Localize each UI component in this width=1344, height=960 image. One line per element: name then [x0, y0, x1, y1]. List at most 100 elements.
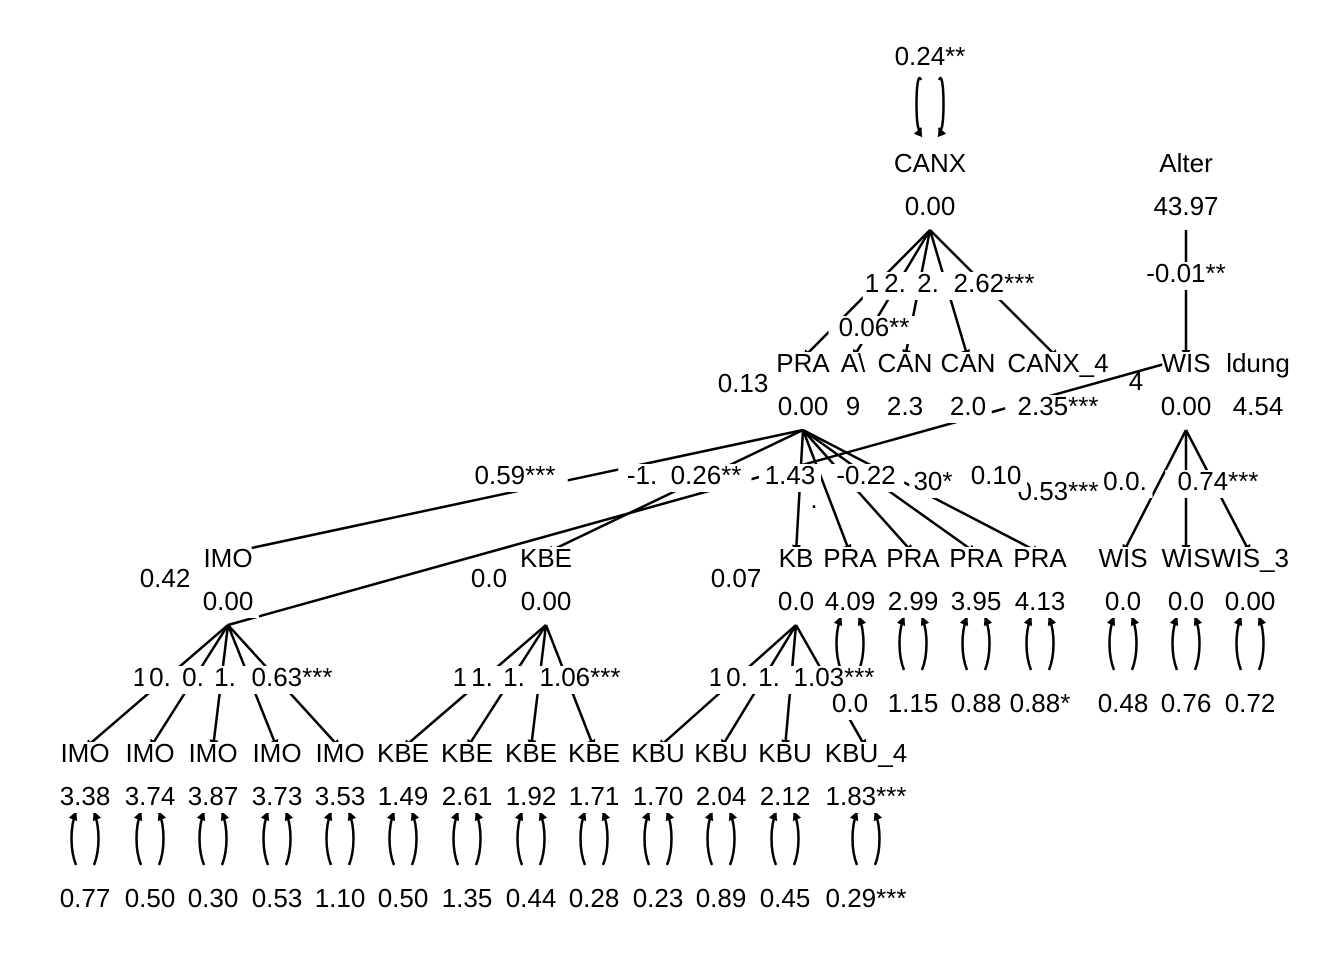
residual-loop-kbe-2-left	[450, 811, 460, 866]
edge-label-alter-to-wis: -0.01**	[1146, 258, 1226, 288]
edge-label-kbe-to-kbe-1: 1	[453, 662, 467, 692]
residual-loop-imo-3-right	[220, 811, 230, 866]
edge-label-alter-to-wis-bg	[1133, 262, 1239, 290]
node-name-alter-bg	[1147, 152, 1225, 180]
node-value-kbe-2: 2.61	[442, 781, 493, 811]
node-name-imo-2: IMO	[125, 738, 174, 768]
residual-loop-kbu-3-left	[768, 811, 778, 866]
node-name-pra: PRA	[776, 348, 830, 378]
edge-label-kbu-to-kbu-2-bg	[720, 666, 754, 694]
node-residual-imo-1-bg	[54, 887, 116, 915]
variance-loop-canx-left	[913, 76, 923, 138]
node-value-wis-2: 0.0	[1168, 586, 1204, 616]
node-residual-kbu-1: 0.23	[633, 883, 684, 913]
node-residual-imo-3: 0.30	[188, 883, 239, 913]
node-residual-pra-3-bg	[945, 692, 1007, 720]
edge-label-canx-to-canx-3-bg	[911, 272, 945, 300]
node-name-bildung: ldung	[1226, 348, 1290, 378]
node-name-imo-1: IMO	[60, 738, 109, 768]
node-name-wis-1-bg	[1099, 547, 1147, 575]
edge-label-pra-to-kbe-bg	[660, 464, 752, 492]
edge-label-canx-to-pra: 1	[865, 268, 879, 298]
node-value-imo-5-bg	[309, 785, 371, 813]
edge-label-canx-to-canx-2-bg	[878, 272, 912, 300]
node-residual-kbe-4-bg	[563, 887, 625, 915]
node-left-label-kbe: 0.0	[471, 563, 507, 593]
node-value-kbu-3: 2.12	[760, 781, 811, 811]
edge-label-imo-to-imo-5: 0.63***	[252, 662, 333, 692]
node-value-imo-bg	[197, 590, 259, 618]
node-name-kbu-3-bg	[761, 742, 809, 770]
node-value-kbu-2-bg	[690, 785, 752, 813]
node-value-imo-2-bg	[119, 785, 181, 813]
node-name-canx: CANX	[894, 148, 966, 178]
node-name-imo-2-bg	[126, 742, 174, 770]
edge-label-pra-to-pra-3-bg	[909, 470, 957, 498]
node-value-canx-1-bg	[843, 395, 863, 423]
node-name-kbu-bg	[779, 547, 813, 575]
edge-label-kbu-to-kbu-4: 1.03***	[794, 662, 875, 692]
residual-loop-kbe-3-left	[514, 811, 524, 866]
node-variance-canx: 0.24**	[895, 41, 966, 71]
node-name-kbe-4: KBE	[568, 738, 620, 768]
node-value-kbu-1-bg	[627, 785, 689, 813]
edge-label-imo-to-imo-3-bg	[176, 666, 210, 694]
node-value-kbu-3-bg	[754, 785, 816, 813]
node-value-kbe-2-bg	[436, 785, 498, 813]
edge-label-pra-to-pra-1: 1.43	[765, 460, 816, 490]
node-value-kbu-4-bg	[813, 785, 919, 813]
node-name-kbe-2-bg	[443, 742, 491, 770]
node-residual-wis-3-bg	[1219, 692, 1281, 720]
node-left-label-imo: 0.42	[140, 563, 191, 593]
residual-loop-wis-3-left	[1233, 616, 1243, 671]
edge-label-kbu-to-kbu-1: 1	[709, 662, 723, 692]
node-value-pra: 0.00	[778, 391, 829, 421]
node-residual-imo-2-bg	[119, 887, 181, 915]
node-residual-imo-2: 0.50	[125, 883, 176, 913]
edge-label-canx-to-canx-2: 2.	[884, 268, 906, 298]
node-name-imo: IMO	[203, 543, 252, 573]
node-residual-pra-4: 0.88*	[1010, 688, 1071, 718]
edge-label-wis-to-wis-3-bg	[1165, 470, 1271, 498]
node-value-pra-4-bg	[1009, 590, 1071, 618]
residual-loop-wis-1-right	[1130, 616, 1140, 671]
node-name-pra-4-bg	[1016, 547, 1064, 575]
node-name-wis-3: WIS_3	[1211, 543, 1289, 573]
node-residual-kbe-3-bg	[500, 887, 562, 915]
node-value-kbe-1-bg	[372, 785, 434, 813]
node-value-pra-3-bg	[945, 590, 1007, 618]
edge-label-imo-to-imo-4: 1.	[214, 662, 236, 692]
node-residual-kbe-1: 0.50	[378, 883, 429, 913]
edge-label-wis-to-wis-1-bg	[1119, 470, 1153, 498]
node-residual-kbu-3-bg	[754, 887, 816, 915]
edge-wis-to-wis-1	[1121, 429, 1188, 554]
node-residual-kbu-3: 0.45	[760, 883, 811, 913]
node-residual-pra-1: 0.0	[832, 688, 868, 718]
residual-loop-kbe-1-right	[410, 811, 420, 866]
node-value-wis-bg	[1155, 395, 1217, 423]
edge-label-canx-to-canx-1-bg	[828, 316, 920, 344]
node-value-pra-3: 3.95	[951, 586, 1002, 616]
residual-loop-imo-1-left	[68, 811, 78, 866]
node-name-wis-2-bg	[1162, 547, 1210, 575]
node-name-pra-3-bg	[952, 547, 1000, 575]
node-value-kbu-2: 2.04	[696, 781, 747, 811]
node-left-label-kbu-bg	[705, 567, 767, 595]
edge-label-canx-to-canx-4-bg	[941, 272, 1047, 300]
edge-label-wis-to-wis-3: 0.74***	[1178, 466, 1259, 496]
node-residual-pra-3: 0.88	[951, 688, 1002, 718]
node-name-imo-3: IMO	[188, 738, 237, 768]
node-value-wis-2-bg	[1162, 590, 1210, 618]
edge-label-imo-to-wis-bg	[965, 464, 1027, 492]
residual-loop-kbu-1-left	[641, 811, 651, 866]
residual-loop-kbu-2-right	[728, 811, 738, 866]
node-residual-kbu-4-bg	[813, 887, 919, 915]
node-name-imo-bg	[204, 547, 252, 575]
node-name-kbu-1-bg	[634, 742, 682, 770]
node-name-kbe: KBE	[520, 543, 572, 573]
node-value-canx-4-bg	[1005, 395, 1111, 423]
node-value-kbu-4: 1.83***	[826, 781, 907, 811]
node-name-kbe-bg	[522, 547, 570, 575]
node-left-label-pra-bg	[712, 372, 774, 400]
node-value-kbu-bg	[772, 590, 820, 618]
